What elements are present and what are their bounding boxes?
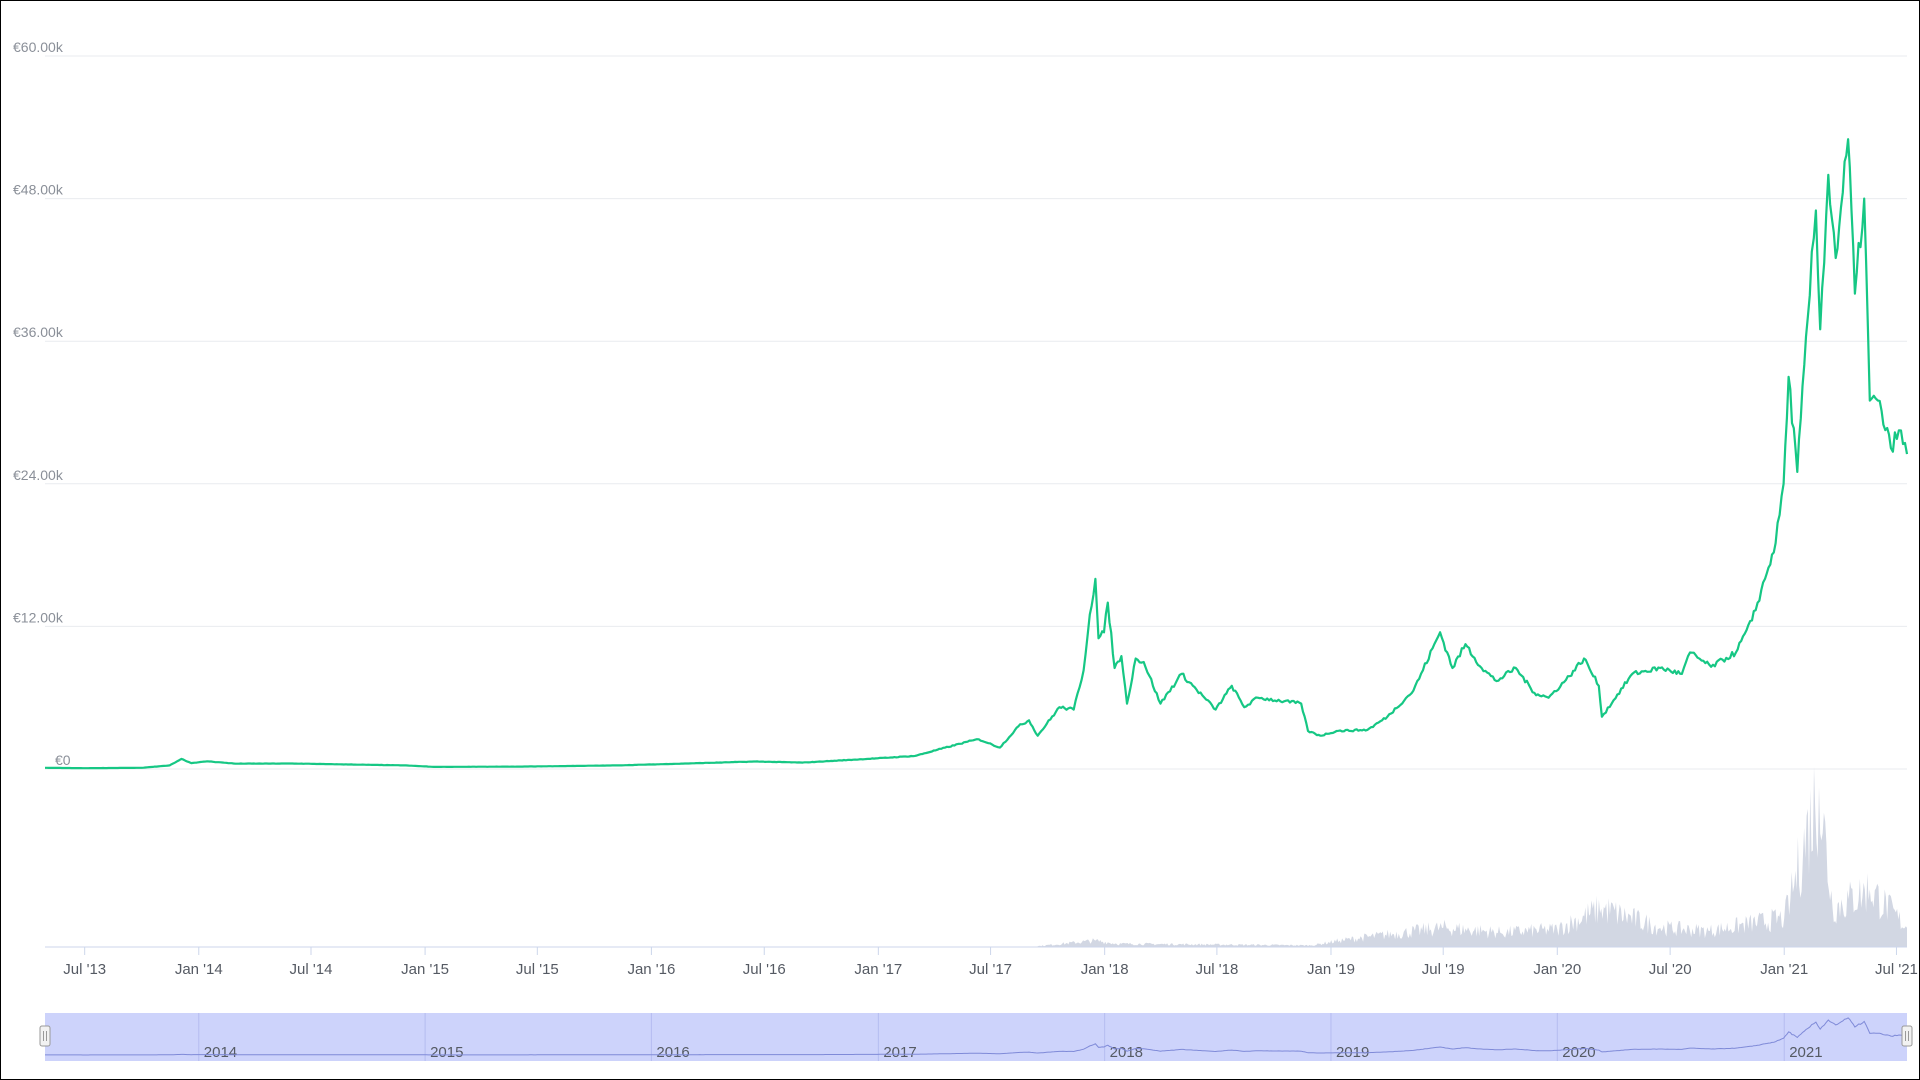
x-tick-label: Jul '16 <box>743 961 786 978</box>
x-tick-label: Jul '19 <box>1422 961 1465 978</box>
price-line <box>45 138 1909 770</box>
y-tick-label: €48.00k <box>13 182 64 198</box>
navigator-tick-label: 2014 <box>204 1044 237 1061</box>
x-tick-label: Jan '17 <box>854 961 902 978</box>
navigator-tick-label: 2017 <box>883 1044 916 1061</box>
x-tick-label: Jul '15 <box>516 961 559 978</box>
navigator-tick-label: 2021 <box>1789 1044 1822 1061</box>
x-tick-label: Jan '16 <box>627 961 675 978</box>
y-tick-label: €24.00k <box>13 467 64 483</box>
x-tick-label: Jul '13 <box>63 961 106 978</box>
y-tick-label: €60.00k <box>13 39 64 55</box>
price-series-line <box>45 138 1909 770</box>
y-axis-labels: €0 €12.00k €24.00k €36.00k €48.00k €60.00k <box>13 39 71 768</box>
volume-area-fill <box>45 766 1907 947</box>
x-tick-label: Jul '20 <box>1649 961 1692 978</box>
navigator-tick-label: 2015 <box>430 1044 463 1061</box>
navigator-tick-label: 2016 <box>656 1044 689 1061</box>
x-axis: Jul '13 Jan '14 Jul '14 Jan '15 Jul '15 Jan '… <box>45 946 1918 978</box>
x-tick-label: Jul '14 <box>290 961 333 978</box>
navigator-right-handle[interactable] <box>1901 1025 1913 1047</box>
y-tick-label: €0 <box>55 752 71 768</box>
x-tick-label: Jan '14 <box>175 961 223 978</box>
x-tick-label: Jan '15 <box>401 961 449 978</box>
navigator-selection[interactable] <box>45 1013 1907 1061</box>
navigator-left-handle[interactable] <box>39 1025 51 1047</box>
x-tick-label: Jan '19 <box>1307 961 1355 978</box>
navigator-series-line <box>45 1017 1908 1056</box>
y-tick-label: €36.00k <box>13 324 64 340</box>
grid-lines <box>45 55 1907 770</box>
x-tick-label: Jul '17 <box>969 961 1012 978</box>
navigator-tick-label: 2018 <box>1110 1044 1143 1061</box>
x-tick-label: Jan '21 <box>1760 961 1808 978</box>
x-tick-label: Jan '20 <box>1533 961 1581 978</box>
navigator[interactable]: 2014 2015 2016 2017 2018 2019 2020 2021 <box>39 1013 1913 1061</box>
x-tick-label: Jan '18 <box>1081 961 1129 978</box>
x-tick-label: Jul '18 <box>1195 961 1238 978</box>
x-tick-label: Jul '21 <box>1875 961 1918 978</box>
navigator-tick-label: 2020 <box>1562 1044 1595 1061</box>
y-tick-label: €12.00k <box>13 609 64 625</box>
volume-area <box>45 766 1907 947</box>
